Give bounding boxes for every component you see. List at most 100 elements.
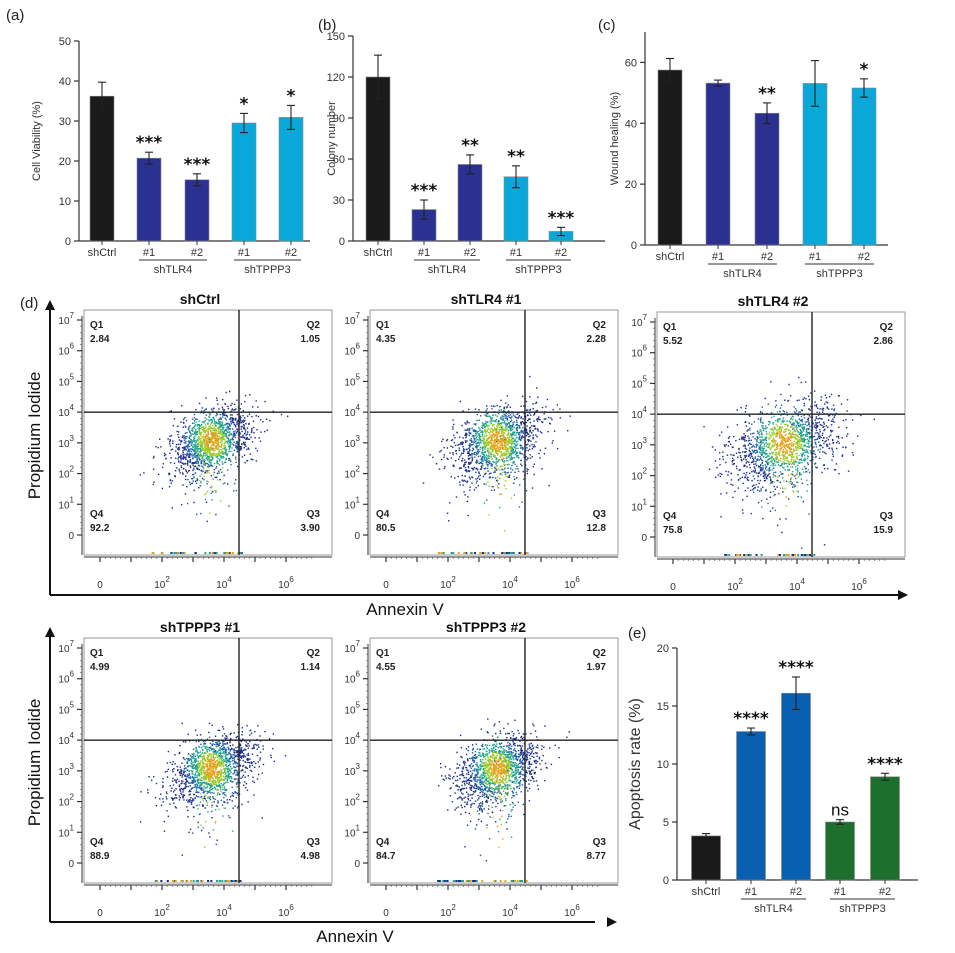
event-point: [789, 437, 792, 439]
event-point: [479, 448, 481, 450]
event-point: [266, 429, 268, 431]
event-point: [464, 469, 467, 472]
event-point: [797, 423, 799, 425]
event-point: [758, 441, 760, 444]
event-point: [264, 400, 266, 403]
event-point: [491, 465, 493, 467]
event-point: [516, 443, 519, 445]
event-point: [515, 468, 517, 470]
event-point: [515, 450, 517, 453]
event-point: [492, 454, 495, 456]
event-point: [205, 397, 207, 399]
event-point: [518, 414, 521, 417]
event-point: [197, 468, 199, 470]
event-point: [491, 445, 494, 447]
event-point: [457, 552, 460, 554]
y-tick-label: 10: [657, 759, 669, 771]
event-point: [226, 437, 228, 439]
event-point: [727, 474, 729, 476]
event-point: [490, 405, 493, 407]
event-point: [807, 445, 809, 448]
event-point: [221, 406, 224, 409]
event-point: [741, 437, 743, 439]
event-point: [728, 436, 731, 438]
event-point: [784, 462, 786, 465]
event-point: [177, 425, 179, 428]
event-point: [217, 447, 219, 449]
event-point: [516, 451, 518, 454]
event-point: [779, 411, 781, 413]
event-point: [788, 460, 790, 463]
event-point: [223, 430, 226, 433]
event-point: [491, 449, 494, 451]
event-point: [812, 456, 814, 458]
event-point: [162, 463, 165, 465]
event-point: [190, 450, 192, 453]
y-tick-label: 30: [59, 116, 71, 128]
event-point: [157, 473, 160, 475]
event-point: [208, 437, 211, 439]
event-point: [801, 438, 803, 440]
event-point: [498, 432, 500, 435]
event-point: [820, 399, 822, 401]
event-point: [765, 473, 767, 476]
event-point: [757, 472, 760, 475]
event-point: [210, 422, 213, 424]
event-point: [525, 434, 528, 437]
event-point: [208, 438, 210, 441]
event-point: [228, 457, 230, 460]
event-point: [505, 402, 507, 404]
event-point: [496, 485, 499, 487]
event-point: [234, 434, 237, 437]
event-point: [744, 476, 746, 479]
event-point: [212, 474, 215, 476]
event-point: [760, 417, 762, 419]
event-point: [786, 449, 788, 452]
event-point: [522, 422, 525, 424]
event-point: [193, 468, 195, 470]
event-point: [168, 473, 170, 476]
event-point: [765, 439, 767, 442]
event-point: [785, 480, 788, 483]
event-point: [492, 442, 495, 445]
event-point: [768, 462, 770, 465]
event-point: [489, 416, 492, 418]
event-point: [744, 447, 747, 449]
event-point: [505, 453, 507, 455]
event-point: [476, 419, 478, 422]
event-point: [443, 456, 445, 458]
event-point: [222, 463, 224, 465]
event-point: [218, 432, 220, 435]
event-point: [788, 443, 790, 446]
event-point: [478, 434, 481, 436]
event-point: [793, 463, 795, 466]
event-point: [772, 437, 775, 440]
event-point: [488, 514, 490, 516]
event-point: [760, 464, 762, 467]
event-point: [775, 458, 777, 461]
y-tick-label: 20: [657, 643, 669, 655]
event-point: [788, 438, 790, 441]
group-label: shTPPP3: [816, 268, 862, 280]
event-point: [235, 445, 237, 447]
event-point: [814, 404, 816, 407]
event-point: [841, 436, 843, 439]
event-point: [805, 429, 808, 431]
event-point: [744, 436, 746, 439]
event-point: [175, 443, 178, 446]
event-point: [538, 416, 540, 418]
event-point: [476, 438, 479, 441]
event-point: [510, 455, 512, 457]
event-point: [803, 404, 806, 407]
event-point: [233, 403, 236, 406]
event-point: [489, 447, 491, 449]
event-point: [208, 450, 210, 452]
event-point: [746, 495, 748, 498]
event-point: [814, 419, 816, 421]
event-point: [251, 406, 254, 408]
event-point: [209, 486, 212, 489]
event-point: [495, 452, 498, 455]
event-point: [246, 433, 248, 435]
event-point: [211, 444, 213, 446]
event-point: [790, 455, 793, 458]
